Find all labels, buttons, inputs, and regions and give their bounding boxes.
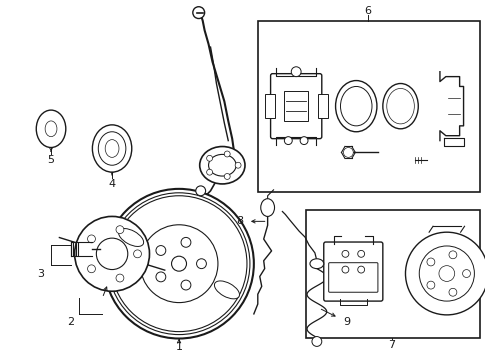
Circle shape bbox=[341, 251, 348, 257]
Ellipse shape bbox=[36, 110, 66, 148]
Text: 4: 4 bbox=[108, 179, 115, 189]
Circle shape bbox=[111, 196, 246, 332]
Circle shape bbox=[116, 274, 123, 282]
Circle shape bbox=[156, 272, 165, 282]
Circle shape bbox=[108, 193, 249, 334]
Circle shape bbox=[192, 7, 204, 18]
Ellipse shape bbox=[199, 147, 244, 184]
Circle shape bbox=[224, 174, 230, 179]
Circle shape bbox=[87, 235, 95, 243]
Circle shape bbox=[75, 216, 149, 291]
Ellipse shape bbox=[92, 125, 131, 172]
Circle shape bbox=[448, 288, 456, 296]
Ellipse shape bbox=[118, 229, 143, 247]
Circle shape bbox=[341, 266, 348, 273]
Bar bbox=[284, 91, 307, 121]
Circle shape bbox=[291, 67, 301, 77]
Circle shape bbox=[462, 270, 469, 278]
Text: 6: 6 bbox=[364, 6, 371, 15]
Circle shape bbox=[196, 259, 206, 269]
Ellipse shape bbox=[340, 86, 371, 126]
Ellipse shape bbox=[208, 154, 236, 176]
Ellipse shape bbox=[214, 281, 239, 299]
Circle shape bbox=[357, 266, 364, 273]
Circle shape bbox=[116, 226, 123, 234]
Text: 7: 7 bbox=[387, 341, 394, 350]
Ellipse shape bbox=[335, 81, 376, 132]
Ellipse shape bbox=[105, 140, 119, 157]
Circle shape bbox=[156, 246, 165, 255]
Circle shape bbox=[104, 189, 253, 338]
Bar bbox=[317, 94, 327, 118]
Text: 3: 3 bbox=[38, 269, 44, 279]
Circle shape bbox=[343, 148, 352, 157]
Bar bbox=[257, 21, 479, 192]
Bar bbox=[305, 210, 479, 338]
Circle shape bbox=[133, 250, 141, 258]
Ellipse shape bbox=[260, 199, 274, 216]
FancyBboxPatch shape bbox=[270, 74, 321, 139]
Ellipse shape bbox=[309, 259, 323, 269]
Circle shape bbox=[426, 258, 434, 266]
Ellipse shape bbox=[382, 84, 417, 129]
Text: 9: 9 bbox=[342, 317, 349, 327]
Ellipse shape bbox=[98, 132, 125, 165]
Circle shape bbox=[96, 238, 127, 270]
Circle shape bbox=[224, 151, 230, 157]
Circle shape bbox=[311, 337, 321, 346]
Text: 8: 8 bbox=[236, 216, 243, 226]
Bar bbox=[264, 94, 274, 118]
Circle shape bbox=[181, 237, 190, 247]
Circle shape bbox=[171, 256, 186, 271]
Circle shape bbox=[181, 280, 190, 290]
Circle shape bbox=[357, 251, 364, 257]
Text: 5: 5 bbox=[47, 155, 55, 165]
Circle shape bbox=[235, 162, 241, 168]
Circle shape bbox=[405, 232, 487, 315]
Circle shape bbox=[284, 137, 292, 145]
Circle shape bbox=[448, 251, 456, 259]
Circle shape bbox=[195, 186, 205, 196]
Circle shape bbox=[140, 225, 218, 303]
Circle shape bbox=[426, 281, 434, 289]
FancyBboxPatch shape bbox=[328, 263, 377, 292]
Text: 2: 2 bbox=[67, 317, 74, 327]
Circle shape bbox=[300, 137, 307, 145]
Circle shape bbox=[438, 266, 454, 282]
Circle shape bbox=[206, 155, 212, 161]
FancyBboxPatch shape bbox=[323, 242, 382, 301]
Ellipse shape bbox=[45, 121, 57, 137]
Ellipse shape bbox=[389, 91, 410, 121]
Circle shape bbox=[418, 246, 473, 301]
Circle shape bbox=[206, 169, 212, 175]
Circle shape bbox=[87, 265, 95, 273]
Text: 1: 1 bbox=[175, 342, 182, 352]
Ellipse shape bbox=[386, 89, 413, 124]
